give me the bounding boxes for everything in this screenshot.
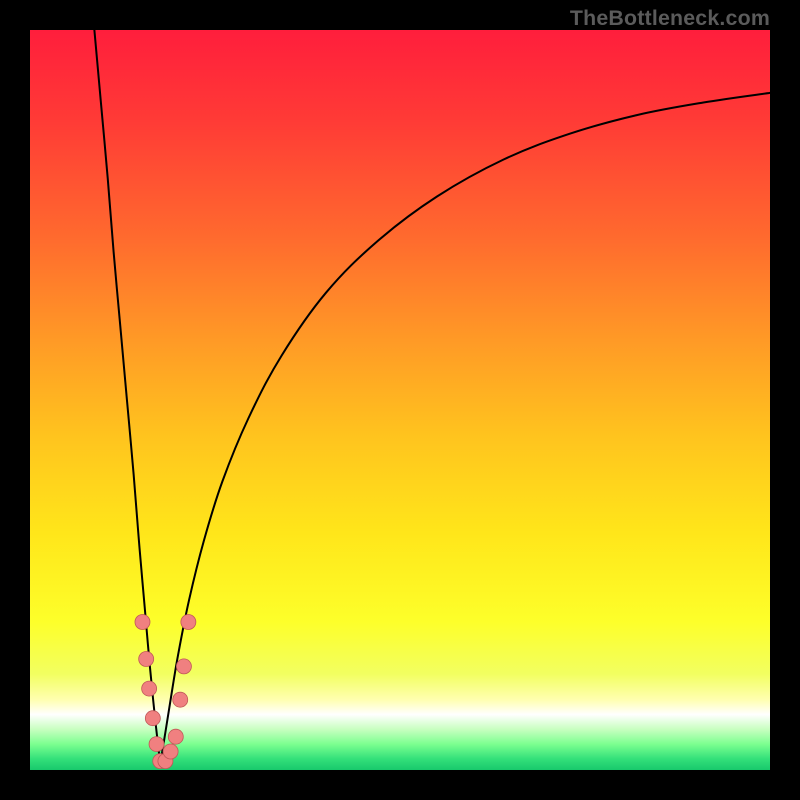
marker-cluster <box>135 615 196 769</box>
data-marker <box>135 615 150 630</box>
data-marker <box>176 659 191 674</box>
watermark-text: TheBottleneck.com <box>570 6 770 31</box>
data-marker <box>142 681 157 696</box>
data-marker <box>139 652 154 667</box>
data-marker <box>145 711 160 726</box>
curve-right <box>160 93 770 764</box>
data-marker <box>181 615 196 630</box>
data-marker <box>168 729 183 744</box>
curves-layer <box>30 30 770 770</box>
plot-area <box>30 30 770 770</box>
data-marker <box>173 692 188 707</box>
data-marker <box>149 737 164 752</box>
data-marker <box>163 744 178 759</box>
chart-frame: TheBottleneck.com <box>0 0 800 800</box>
